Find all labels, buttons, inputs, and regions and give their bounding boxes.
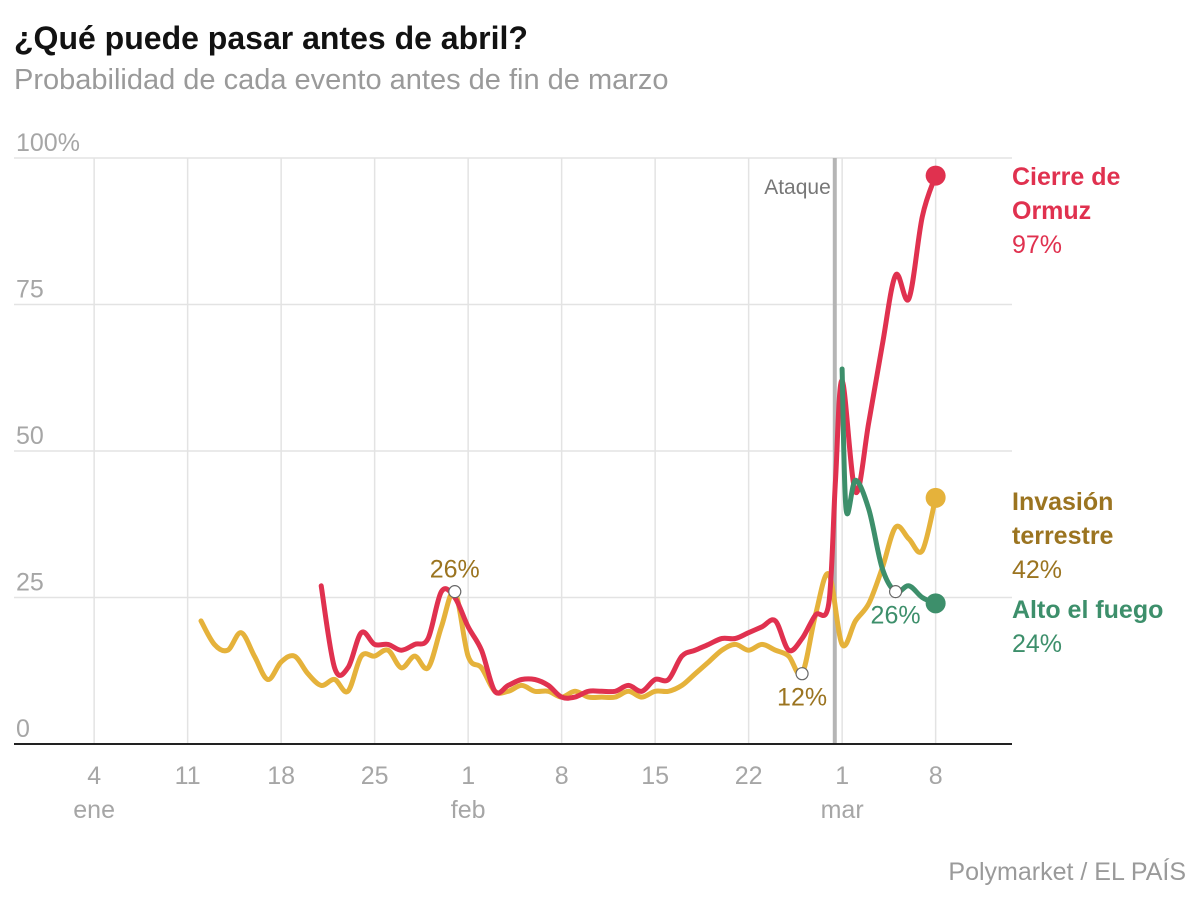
series-end-value: 97% [1012,231,1062,259]
annotation-marker [448,585,462,599]
annotation-marker [888,585,903,599]
x-tick-label: 4 [87,762,101,790]
x-tick-label: 25 [361,762,389,790]
series-line [839,366,939,606]
source-credit: Polymarket / EL PAÍS [948,858,1186,886]
series-end-value: 24% [1012,630,1062,658]
series-labels: Invasión terrestre 42% Cierre de Ormuz 97% Alt… [1012,163,1163,658]
annotation-label: 26% [430,556,480,584]
y-tick-label: 50 [16,422,44,450]
series-label: Alto el fuego [1012,596,1163,624]
x-tick-label: 8 [555,762,569,790]
y-tick-label: 75 [16,276,44,304]
x-tick-label: 18 [267,762,295,790]
series-end-value: 42% [1012,556,1062,584]
x-tick-label: 8 [929,762,943,790]
x-tick-label: 15 [641,762,669,790]
annotations: 26% 12% 26% [430,556,921,712]
series-label: Invasión [1012,488,1113,516]
series-label: Ormuz [1012,197,1091,225]
series-end-dot [925,487,946,508]
x-tick-label: 11 [175,762,201,790]
chart-subtitle: Probabilidad de cada evento antes de fin… [14,64,669,96]
x-tick-label: 1 [461,762,475,790]
series-label: Cierre de [1012,163,1120,191]
series-label: terrestre [1012,522,1114,550]
event-label: Ataque [764,176,831,199]
x-month-label: mar [821,796,864,824]
series-lines [198,165,946,701]
x-month-label: feb [451,796,486,824]
series-end-dot [925,593,946,614]
x-month-label: ene [73,796,115,824]
chart-title: ¿Qué puede pasar antes de abril? [14,20,528,56]
axes: 100% 75 50 25 0 4 ene 11 18 25 1 feb 8 15 22 1 mar 8 [14,129,1012,824]
annotation-marker [795,667,809,681]
y-tick-label: 25 [16,569,44,597]
annotation-label: 26% [871,602,921,630]
annotation-label: 12% [777,684,827,712]
series-end-dot [925,165,946,186]
y-tick-label: 0 [16,715,30,743]
x-tick-label: 22 [735,762,763,790]
y-tick-label: 100% [16,129,80,157]
x-tick-label: 1 [835,762,849,790]
